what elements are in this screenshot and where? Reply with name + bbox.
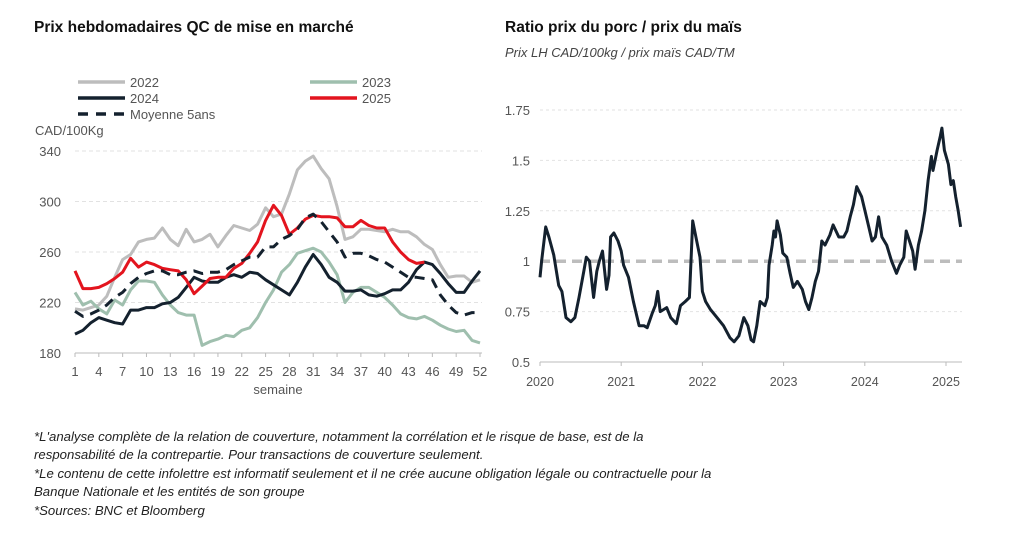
legend-label: 2024: [130, 91, 159, 106]
footnote-line: *Le contenu de cette infolettre est info…: [34, 465, 712, 481]
y-tick-label: 260: [39, 245, 61, 260]
x-tick-label: 10: [139, 364, 153, 379]
y-tick-label: 0.5: [512, 355, 530, 370]
x-tick-label: 1: [71, 364, 78, 379]
x-tick-label: 2020: [526, 375, 554, 389]
footnote-line: *Sources: BNC et Bloomberg: [34, 502, 205, 518]
series-line-2022: [74, 154, 481, 312]
x-tick-label: 2021: [607, 375, 635, 389]
right-chart-title: Ratio prix du porc / prix du maïs: [505, 19, 742, 36]
x-tick-label: 16: [187, 364, 201, 379]
ratio-series-line: [538, 126, 963, 344]
left-chart-title: Prix hebdomadaires QC de mise en marché: [34, 19, 354, 36]
x-tick-label: 2024: [851, 375, 879, 389]
x-tick-label: 19: [211, 364, 225, 379]
y-tick-label: 300: [39, 195, 61, 210]
series-line-2024: [74, 253, 482, 336]
y-tick-label: 1.75: [505, 103, 530, 118]
x-tick-label: 25: [258, 364, 272, 379]
footnote-line: *L'analyse complète de la relation de co…: [34, 429, 644, 444]
legend-label: 2023: [362, 75, 391, 90]
right-chart-subtitle: Prix LH CAD/100kg / prix maïs CAD/TM: [505, 45, 735, 60]
x-tick-label: 52: [473, 364, 487, 379]
x-tick-label: 28: [282, 364, 296, 379]
footnote-line: Banque Nationale et les entités de son g…: [34, 484, 305, 500]
x-tick-label: 49: [449, 364, 463, 379]
x-tick-label: 2023: [770, 375, 798, 389]
y-tick-label: 1.25: [505, 204, 530, 219]
x-tick-label: 4: [95, 364, 102, 379]
x-tick-label: 7: [119, 364, 126, 379]
x-tick-label: 13: [163, 364, 177, 379]
x-tick-label: 40: [377, 364, 391, 379]
y-tick-label: 340: [39, 144, 61, 159]
x-tick-label: 2025: [932, 375, 960, 389]
footnotes: *L'analyse complète de la relation de co…: [34, 428, 711, 520]
x-tick-label: 46: [425, 364, 439, 379]
y-axis-unit-label: CAD/100Kg: [35, 123, 104, 138]
footnote-line: responsabilité de la contrepartie. Pour …: [34, 447, 484, 463]
x-tick-label: 22: [235, 364, 249, 379]
y-tick-label: 0.75: [505, 305, 530, 320]
x-tick-label: 34: [330, 364, 344, 379]
y-tick-label: 1: [523, 254, 530, 269]
legend-label: 2022: [130, 75, 159, 90]
legend-label: Moyenne 5ans: [130, 107, 216, 122]
series-line-moyenne-5ans: [74, 212, 480, 318]
y-tick-label: 180: [39, 346, 61, 361]
series-line-2025: [73, 203, 425, 296]
y-tick-label: 1.5: [512, 153, 530, 168]
x-tick-label: 37: [354, 364, 368, 379]
x-tick-label: 2022: [688, 375, 716, 389]
y-tick-label: 220: [39, 296, 61, 311]
legend-label: 2025: [362, 91, 391, 106]
series-line-2023: [73, 246, 481, 347]
x-tick-label: 43: [401, 364, 415, 379]
x-tick-label: 31: [306, 364, 320, 379]
x-axis-label: semaine: [253, 382, 302, 397]
